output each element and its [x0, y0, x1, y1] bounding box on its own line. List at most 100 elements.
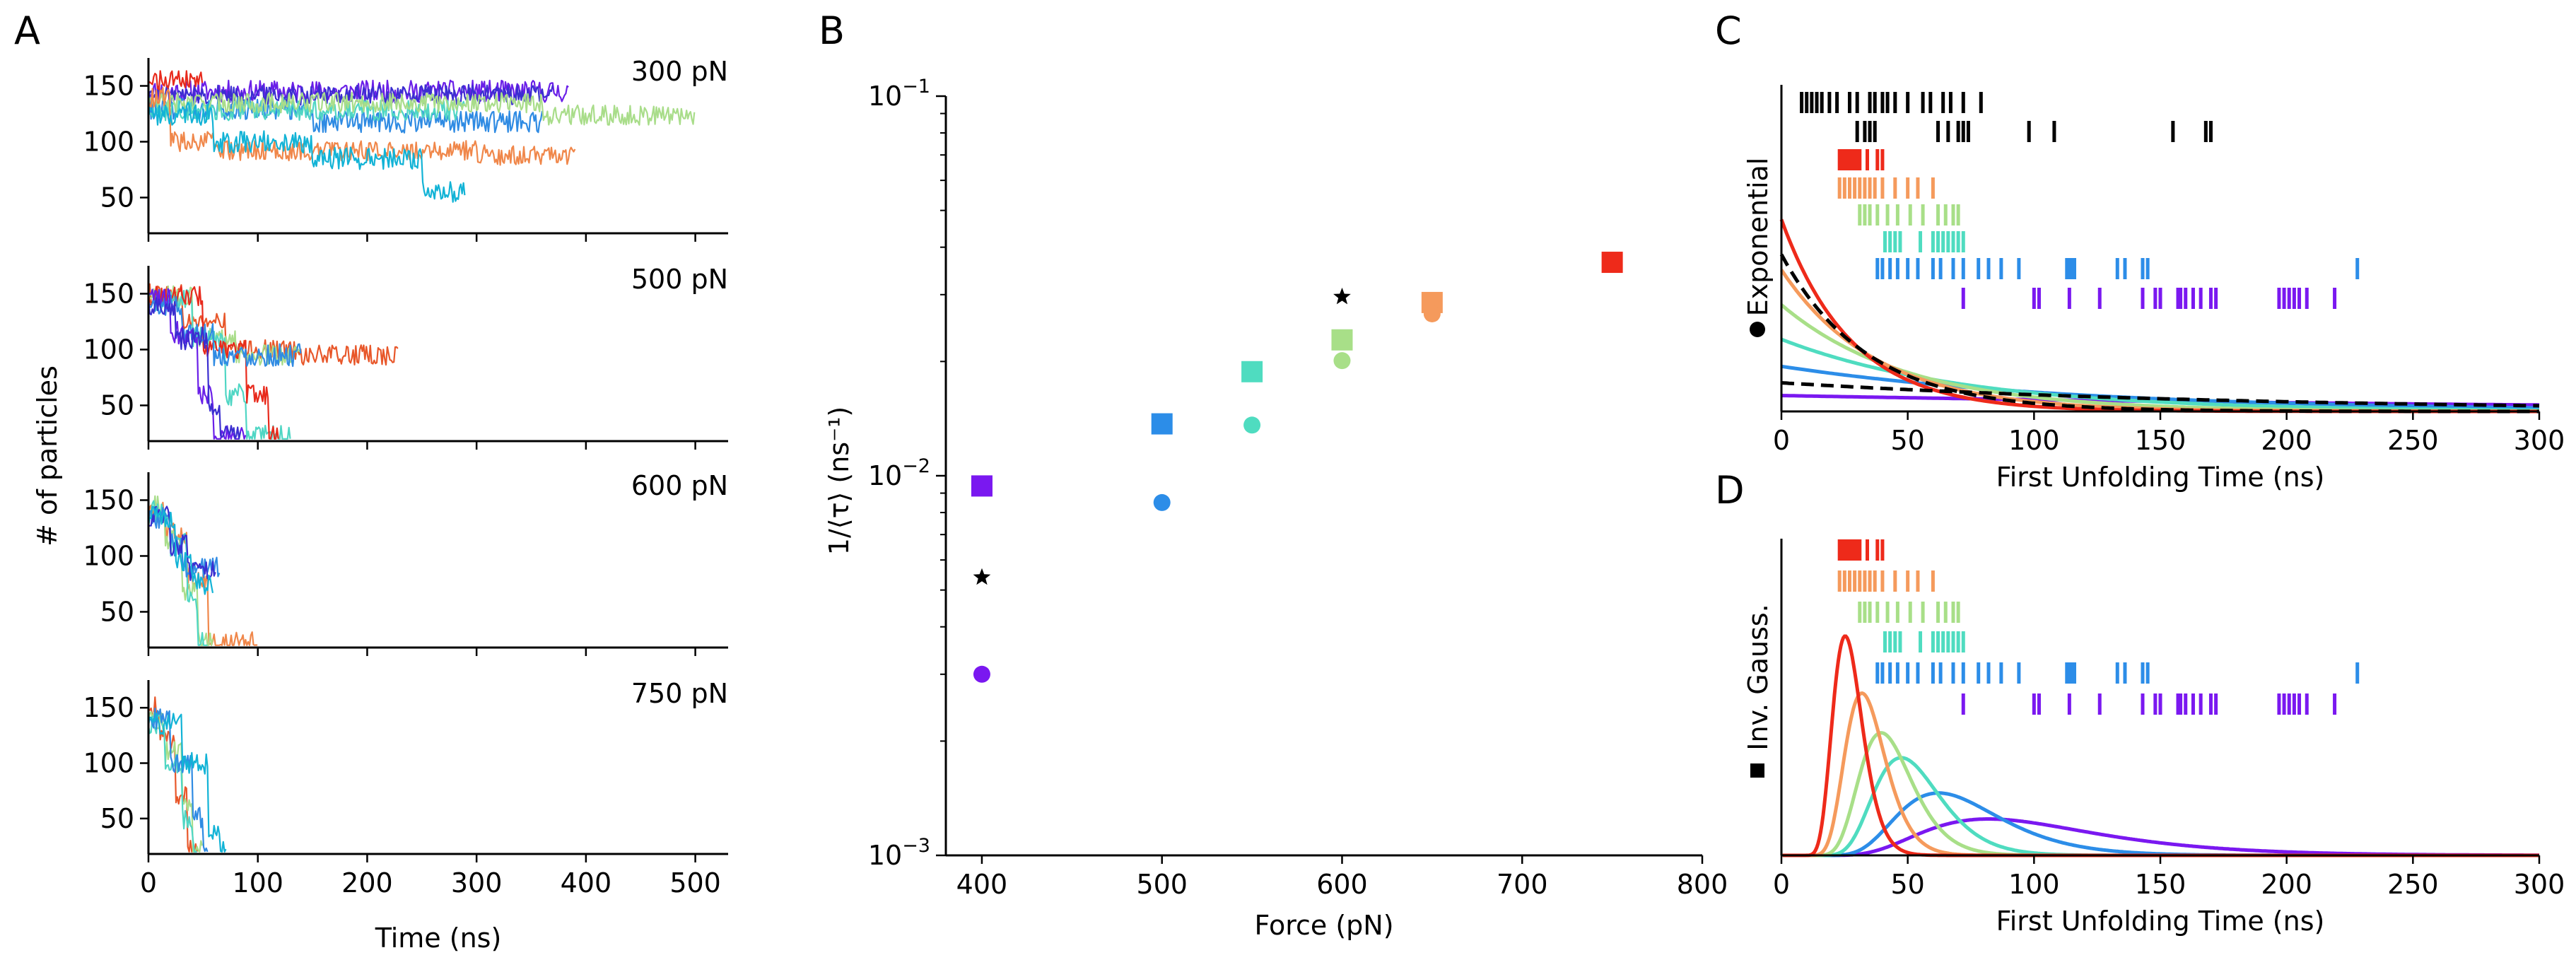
x-tick-label: 0 [1773, 425, 1790, 456]
data-point-circle [1333, 352, 1351, 370]
x-tick-label: 150 [2135, 869, 2186, 900]
x-tick-label: 200 [2261, 425, 2312, 456]
y-tick-exponent: −2 [902, 455, 930, 477]
x-axis-title: First Unfolding Time (ns) [1996, 462, 2325, 493]
y-axis-title: # of particles [32, 365, 63, 546]
y-tick-label: 10−3 [868, 835, 930, 871]
reference-fit-curve [1779, 253, 2539, 414]
panel-letter-c: C [1715, 8, 1742, 53]
x-axis-title: First Unfolding Time (ns) [1996, 906, 2325, 937]
legend-circle-marker [1750, 322, 1765, 337]
panel-c: 0 50 100 150 200 250 300 First Unfolding Time (… [1743, 85, 2565, 493]
y-tick-label: 150 [83, 692, 134, 723]
data-point-circle [1603, 254, 1621, 272]
x-tick-label: 700 [1497, 869, 1548, 900]
y-tick-label: 150 [83, 484, 134, 515]
trace-line [147, 297, 242, 440]
y-tick-label: 150 [83, 70, 134, 101]
data-point-square [1241, 361, 1263, 382]
x-tick-label: 0 [1773, 869, 1790, 900]
trace-line [147, 102, 466, 203]
trace-line [147, 92, 696, 126]
legend-square-marker [1750, 763, 1764, 778]
x-tick-label: 500 [1136, 869, 1188, 900]
data-point-circle [973, 665, 990, 683]
y-tick-exponent: −3 [902, 835, 930, 857]
data-point-square [1151, 413, 1173, 435]
subplot-force-label: 500 pN [631, 264, 728, 295]
rug-row [1837, 570, 1935, 592]
x-tick-label: 300 [451, 867, 503, 898]
x-tick-label: 500 [669, 867, 721, 898]
data-point-circle [1243, 416, 1261, 434]
rug-row [1858, 204, 1960, 226]
trace-line [147, 87, 576, 166]
panel-letter-d: D [1715, 468, 1745, 513]
rug-row [1875, 662, 2360, 684]
subplot-300-pn: 50 100 150 300 pN [83, 56, 728, 242]
trace-line [147, 283, 399, 366]
y-axis-title: Inv. Gauss. [1743, 604, 1774, 750]
rug-row [1837, 177, 1935, 199]
x-tick-label: 100 [232, 867, 283, 898]
data-point-star [1333, 287, 1351, 305]
x-tick-label: 800 [1677, 869, 1728, 900]
trace-line [148, 70, 204, 90]
y-axis-title: Exponential [1743, 158, 1774, 317]
trace-line [148, 288, 247, 440]
y-tick-base: 10 [868, 81, 902, 112]
x-tick-label: 200 [341, 867, 393, 898]
y-tick-label: 100 [83, 748, 134, 779]
rug-row [1883, 631, 1965, 652]
y-tick-label: 10−1 [868, 76, 930, 112]
x-tick-label: 250 [2387, 869, 2439, 900]
y-tick-label: 50 [100, 596, 134, 627]
subplot-force-label: 600 pN [631, 470, 728, 501]
x-tick-label: 300 [2514, 869, 2565, 900]
x-axis-title: Force (pN) [1254, 910, 1393, 941]
y-tick-label: 100 [83, 334, 134, 365]
x-axis-title: Time (ns) [375, 923, 502, 954]
x-tick-label: 100 [2008, 869, 2060, 900]
rug-row [1837, 149, 1885, 170]
x-tick-label: 100 [2008, 425, 2060, 456]
x-tick-label: 150 [2135, 425, 2186, 456]
rug-row [1800, 92, 1983, 113]
x-tick-label: 250 [2387, 425, 2439, 456]
trace-line [147, 713, 227, 853]
x-tick-label: 300 [2514, 425, 2565, 456]
rug-row [1883, 231, 1965, 252]
rug-row [1837, 539, 1885, 561]
x-tick-label: 0 [140, 867, 157, 898]
y-tick-label: 100 [83, 540, 134, 571]
x-tick-label: 400 [561, 867, 612, 898]
data-point-circle [1153, 493, 1171, 511]
panel-letter-b: B [819, 8, 845, 53]
subplot-force-label: 750 pN [631, 678, 728, 709]
y-tick-base: 10 [868, 460, 902, 491]
y-tick-label: 50 [100, 390, 134, 421]
data-point-square [971, 475, 993, 497]
trace-line [147, 505, 214, 595]
data-point-circle [1423, 305, 1441, 322]
subplot-force-label: 300 pN [631, 56, 728, 87]
y-tick-exponent: −1 [902, 76, 930, 98]
rug-row [1961, 288, 2337, 309]
y-tick-base: 10 [868, 840, 902, 871]
x-tick-label: 50 [1890, 425, 1924, 456]
y-tick-label: 50 [100, 182, 134, 213]
panel-d: 0 50 100 150 200 250 300 First Unfolding Time (… [1743, 539, 2565, 937]
panel-letter-a: A [14, 8, 40, 53]
subplot-500-pn: 50 100 150 500 pN [83, 264, 728, 450]
x-tick-label: 200 [2261, 869, 2312, 900]
y-tick-label: 50 [100, 803, 134, 834]
y-tick-label: 100 [83, 126, 134, 157]
rug-row [1858, 602, 1960, 623]
x-tick-label: 50 [1890, 869, 1924, 900]
trace-line [148, 707, 209, 853]
rug-row [1875, 258, 2360, 279]
x-tick-label: 400 [956, 869, 1008, 900]
subplot-600-pn: 50 100 150 600 pN [83, 470, 728, 656]
